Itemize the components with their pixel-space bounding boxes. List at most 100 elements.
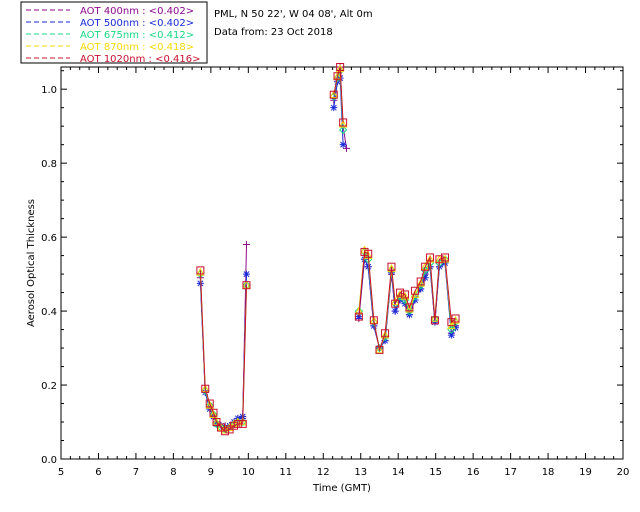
data-point <box>338 119 348 128</box>
data-point <box>212 417 221 426</box>
data-point <box>400 290 409 299</box>
data-point <box>196 266 205 275</box>
series-group <box>196 64 460 434</box>
x-tick-label: 12 <box>317 467 330 478</box>
data-point <box>338 125 348 135</box>
data-point <box>430 313 440 322</box>
data-point <box>342 144 350 152</box>
axis-ticks: 5 6 7 8 9 10 11 12 13 14 15 16 17 18 19 20 0.0 0.2 0.4 0.6 0… <box>41 67 629 478</box>
x-axis-label: Time (GMT) <box>312 483 371 494</box>
data-point <box>221 427 230 436</box>
x-tick-label: 7 <box>133 467 139 478</box>
y-tick-label: 0.4 <box>41 307 57 318</box>
data-point <box>380 330 390 339</box>
data-point <box>333 72 342 81</box>
x-tick-label: 15 <box>429 467 442 478</box>
data-point <box>242 270 250 278</box>
x-tick-label: 5 <box>58 467 64 478</box>
data-point <box>329 90 339 99</box>
data-point <box>452 324 460 332</box>
data-point <box>416 278 426 287</box>
data-point <box>375 345 384 354</box>
data-point <box>205 399 214 408</box>
x-tick-label: 13 <box>354 467 367 478</box>
data-point <box>435 255 444 264</box>
station-info: PML, N 50 22', W 04 08', Alt 0m <box>214 9 373 20</box>
data-point <box>339 118 348 127</box>
data-point <box>233 419 242 428</box>
series-layer <box>196 63 460 436</box>
legend-label: AOT 1020nm : <0.416> <box>80 54 200 65</box>
data-point <box>416 277 425 286</box>
legend-label: AOT 500nm : <0.402> <box>80 18 194 29</box>
data-point <box>381 329 390 338</box>
data-point <box>405 303 414 312</box>
data-point <box>330 104 338 112</box>
data-point <box>209 408 218 417</box>
data-point <box>217 422 225 430</box>
legend-label: AOT 675nm : <0.412> <box>80 30 194 41</box>
y-tick-label: 0.6 <box>41 233 57 244</box>
x-tick-label: 11 <box>279 467 292 478</box>
data-point <box>451 314 460 323</box>
data-point <box>426 253 435 262</box>
data-point <box>364 249 373 258</box>
series-line <box>333 66 344 123</box>
series-group <box>196 63 460 430</box>
data-point <box>216 423 226 431</box>
data-point <box>339 141 347 149</box>
x-tick-label: 9 <box>208 467 214 478</box>
series-line <box>358 251 456 352</box>
y-tick-label: 0.0 <box>41 455 57 466</box>
data-point <box>201 384 210 393</box>
x-tick-label: 20 <box>617 467 630 478</box>
data-point <box>441 253 450 262</box>
data-point <box>396 288 405 297</box>
data-point <box>205 400 215 409</box>
data-point <box>209 410 218 418</box>
data-point <box>336 63 345 71</box>
data-point <box>391 307 399 315</box>
legend-label: AOT 870nm : <0.418> <box>80 42 194 53</box>
x-tick-label: 17 <box>504 467 517 478</box>
x-tick-label: 8 <box>170 467 176 478</box>
data-point <box>225 423 234 431</box>
series-group <box>196 66 460 434</box>
data-point <box>447 331 455 339</box>
x-tick-label: 16 <box>467 467 480 478</box>
date-info: Data from: 23 Oct 2018 <box>214 27 333 38</box>
data-point <box>411 286 420 295</box>
x-tick-label: 14 <box>392 467 405 478</box>
data-point <box>242 281 251 290</box>
series-group <box>196 63 460 436</box>
data-point <box>354 312 363 321</box>
series-line <box>199 270 247 432</box>
data-point <box>375 345 384 354</box>
x-tick-label: 6 <box>95 467 101 478</box>
data-point <box>387 262 396 271</box>
data-point <box>364 263 372 271</box>
legend: AOT 400nm : <0.402>AOT 500nm : <0.402>AO… <box>26 6 200 65</box>
data-point <box>430 316 439 325</box>
x-tick-label: 10 <box>242 467 255 478</box>
legend-box <box>20 1 208 64</box>
x-tick-label: 19 <box>579 467 592 478</box>
data-point <box>421 274 429 282</box>
y-tick-label: 0.8 <box>41 159 57 170</box>
legend-label: AOT 400nm : <0.402> <box>80 6 194 17</box>
y-tick-label: 1.0 <box>41 85 57 96</box>
data-point <box>391 299 400 308</box>
x-tick-label: 18 <box>542 467 555 478</box>
data-point <box>212 418 221 427</box>
data-point <box>421 262 430 271</box>
data-point <box>238 419 247 428</box>
data-point <box>420 262 430 270</box>
y-tick-label: 0.2 <box>41 381 57 392</box>
data-point <box>333 71 342 80</box>
data-point <box>355 313 363 321</box>
data-point <box>405 304 414 313</box>
data-point <box>329 90 338 99</box>
series-group <box>196 74 460 432</box>
data-point <box>200 384 210 393</box>
